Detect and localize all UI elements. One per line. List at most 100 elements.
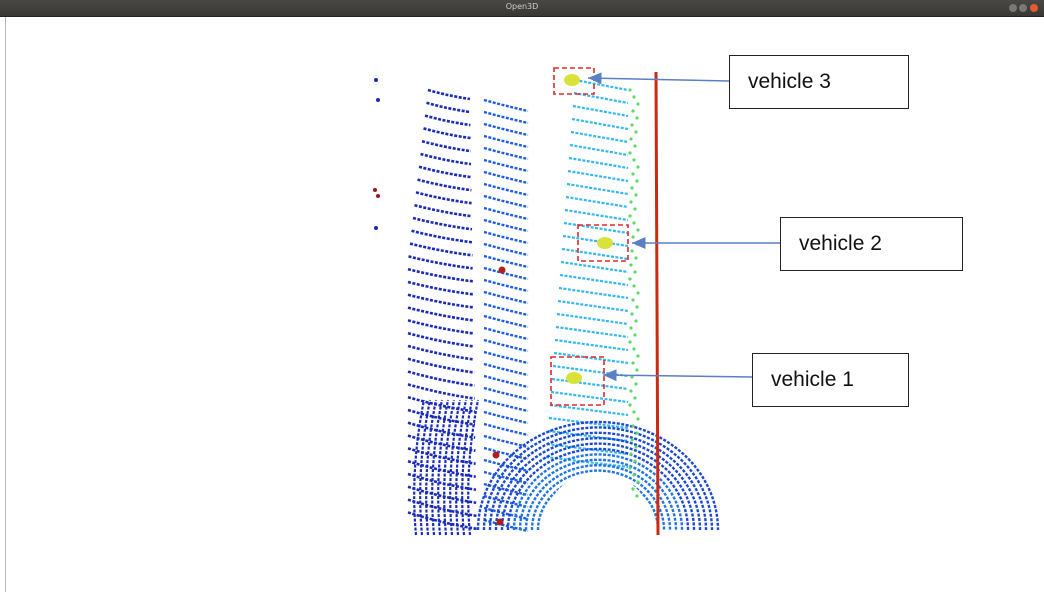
red-object-point [498,266,506,274]
left-curb-arc [437,399,450,536]
left-curb-arc [443,399,456,536]
near-scan-arc [536,474,660,531]
left-curb-arc [419,399,432,536]
roadside-point [629,452,633,456]
roadside-point [631,361,635,365]
near-scan-arc [500,442,696,531]
minimize-icon[interactable] [1009,4,1017,12]
isolated-point [376,194,380,198]
roadside-point [629,326,633,330]
isolated-point [376,98,380,102]
roadside-point [636,165,640,169]
roadside-point [636,228,640,232]
left-curb-arc [449,399,462,536]
roadside-point [633,459,637,463]
roadside-point [635,305,639,309]
roadside-point [634,193,638,197]
vehicle-1-points [566,372,582,384]
roadside-point [630,123,634,127]
roadside-point [634,319,638,323]
vehicle-2-highlight-box [577,224,629,262]
roadside-point [628,151,632,155]
roadside-point [629,200,633,204]
roadside-point [631,235,635,239]
sensor-blind-zone [542,472,654,592]
roadside-point [628,466,632,470]
roadside-point [631,172,635,176]
lidar-points [373,78,720,592]
roadside-point [633,333,637,337]
roadside-point [630,249,634,253]
roadside-point [632,347,636,351]
near-scan-arc [506,447,690,531]
roadside-point [628,340,632,344]
isolated-point [374,226,378,230]
roadside-point [630,186,634,190]
roadside-point [636,417,640,421]
detected-objects [492,74,613,526]
roadside-point [636,480,640,484]
roadside-point [631,424,635,428]
roadside-point [636,291,640,295]
point-cloud-viewport[interactable] [0,17,1044,598]
left-curb-arc [461,399,474,536]
roadside-point [633,270,637,274]
vehicle-3-label: vehicle 3 [729,55,909,109]
roadside-point [628,403,632,407]
left-curb-arc [413,399,426,536]
scan-rings-middle [483,98,529,533]
window-title: Open3D [505,2,539,11]
maximize-icon[interactable] [1019,4,1027,12]
vehicle-2-points [597,237,613,249]
roadside-point [630,375,634,379]
roadside-point [632,95,636,99]
left-curb-arc [431,399,444,536]
near-scan-arc [518,458,678,531]
vehicle-2-label: vehicle 2 [780,217,963,271]
roadside-point [635,179,639,183]
roadside-point [628,277,632,281]
roadside-point [630,438,634,442]
roadside-point [635,431,639,435]
roadside-point [635,116,639,120]
roadside-point [631,487,635,491]
roadside-point [628,88,632,92]
roadside-point [635,368,639,372]
roadside-point [634,445,638,449]
wall-points-line [654,71,660,536]
roadside-point [633,396,637,400]
vehicle-3-points [564,74,580,86]
roadside-point [636,102,640,106]
roadside-point [634,130,638,134]
vehicle-1-arrow [602,369,753,382]
roadside-point [629,137,633,141]
roadside-point [632,473,636,477]
left-curb-arc [455,399,468,536]
left-curb-arc [467,399,480,536]
red-object-point [496,518,504,526]
roadside-point [632,221,636,225]
roadside-point [633,144,637,148]
viewport-border [5,17,6,592]
roadside-point [632,410,636,414]
scan-rings-right [545,78,629,469]
roadside-point [630,312,634,316]
near-scan-arc [476,420,720,531]
near-scan-arc [524,464,672,531]
roadside-point [629,263,633,267]
near-scan-arc [488,431,708,531]
red-object-point [492,451,500,459]
close-icon[interactable] [1030,4,1038,12]
isolated-point [374,78,378,82]
roadside-point [629,389,633,393]
roadside-point [635,494,639,498]
vehicle-1-label: vehicle 1 [752,353,909,407]
window-titlebar[interactable]: Open3D [0,0,1044,17]
roadside-point [628,214,632,218]
roadside-point [636,354,640,358]
roadside-point [631,298,635,302]
roadside-point [631,109,635,113]
isolated-point [373,188,377,192]
roadside-point [634,382,638,386]
